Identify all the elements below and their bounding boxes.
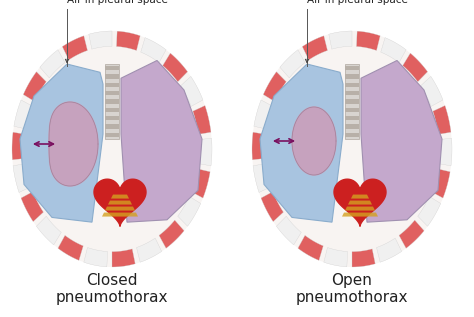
Text: Closed
pneumothorax: Closed pneumothorax (56, 273, 168, 305)
Polygon shape (342, 213, 378, 217)
Polygon shape (329, 31, 352, 49)
Polygon shape (105, 133, 119, 137)
Polygon shape (40, 50, 65, 78)
Polygon shape (381, 38, 406, 63)
Polygon shape (253, 164, 271, 192)
Polygon shape (292, 107, 336, 175)
Polygon shape (345, 133, 359, 137)
Polygon shape (352, 249, 375, 267)
Polygon shape (105, 91, 119, 95)
Polygon shape (345, 107, 359, 112)
Polygon shape (12, 132, 26, 160)
Polygon shape (348, 201, 372, 204)
Polygon shape (433, 106, 451, 134)
Polygon shape (345, 66, 359, 70)
Polygon shape (105, 82, 119, 87)
Polygon shape (345, 99, 359, 104)
Polygon shape (112, 249, 135, 267)
Polygon shape (102, 213, 138, 217)
Polygon shape (191, 169, 210, 198)
Polygon shape (58, 235, 83, 260)
Polygon shape (105, 116, 119, 120)
Polygon shape (181, 76, 203, 106)
Polygon shape (49, 102, 98, 186)
Polygon shape (334, 179, 386, 226)
Polygon shape (137, 238, 162, 262)
Polygon shape (420, 76, 443, 106)
Polygon shape (36, 216, 61, 245)
Polygon shape (121, 61, 202, 222)
Polygon shape (351, 195, 369, 198)
Polygon shape (105, 74, 119, 79)
Polygon shape (302, 36, 328, 60)
Polygon shape (14, 100, 33, 129)
Polygon shape (198, 138, 212, 166)
Polygon shape (105, 66, 119, 70)
Polygon shape (376, 238, 401, 262)
Polygon shape (345, 207, 375, 210)
Polygon shape (361, 61, 442, 222)
Polygon shape (105, 124, 119, 129)
Polygon shape (276, 216, 301, 245)
Polygon shape (263, 72, 286, 102)
Polygon shape (260, 64, 343, 222)
Polygon shape (254, 100, 273, 129)
Polygon shape (105, 64, 119, 139)
Text: Air in pleural space: Air in pleural space (66, 0, 167, 5)
Polygon shape (105, 99, 119, 104)
Polygon shape (403, 53, 428, 82)
Ellipse shape (12, 31, 212, 267)
Polygon shape (111, 195, 129, 198)
Polygon shape (141, 38, 166, 63)
Polygon shape (431, 169, 450, 198)
Polygon shape (178, 197, 201, 226)
Polygon shape (298, 235, 323, 260)
Polygon shape (280, 50, 305, 78)
Polygon shape (193, 106, 211, 134)
Polygon shape (345, 74, 359, 79)
Polygon shape (261, 192, 283, 222)
Polygon shape (23, 72, 46, 102)
Polygon shape (356, 31, 380, 50)
Polygon shape (324, 248, 347, 267)
Ellipse shape (252, 31, 452, 267)
Polygon shape (62, 36, 88, 60)
Polygon shape (94, 179, 146, 226)
Polygon shape (20, 64, 103, 222)
Polygon shape (438, 138, 452, 166)
Polygon shape (13, 164, 31, 192)
Polygon shape (117, 31, 140, 50)
Polygon shape (345, 116, 359, 120)
Text: Air in pleural space: Air in pleural space (307, 0, 408, 5)
Polygon shape (345, 124, 359, 129)
Polygon shape (418, 197, 441, 226)
Polygon shape (345, 64, 359, 139)
Polygon shape (108, 201, 132, 204)
Polygon shape (21, 192, 44, 222)
Polygon shape (105, 207, 135, 210)
Polygon shape (163, 53, 188, 82)
Polygon shape (159, 220, 184, 248)
Polygon shape (252, 132, 266, 160)
Polygon shape (84, 248, 108, 267)
Polygon shape (89, 31, 112, 49)
Polygon shape (345, 91, 359, 95)
Polygon shape (399, 220, 424, 248)
Polygon shape (105, 107, 119, 112)
Polygon shape (345, 82, 359, 87)
Text: Open
pneumothorax: Open pneumothorax (296, 273, 408, 305)
